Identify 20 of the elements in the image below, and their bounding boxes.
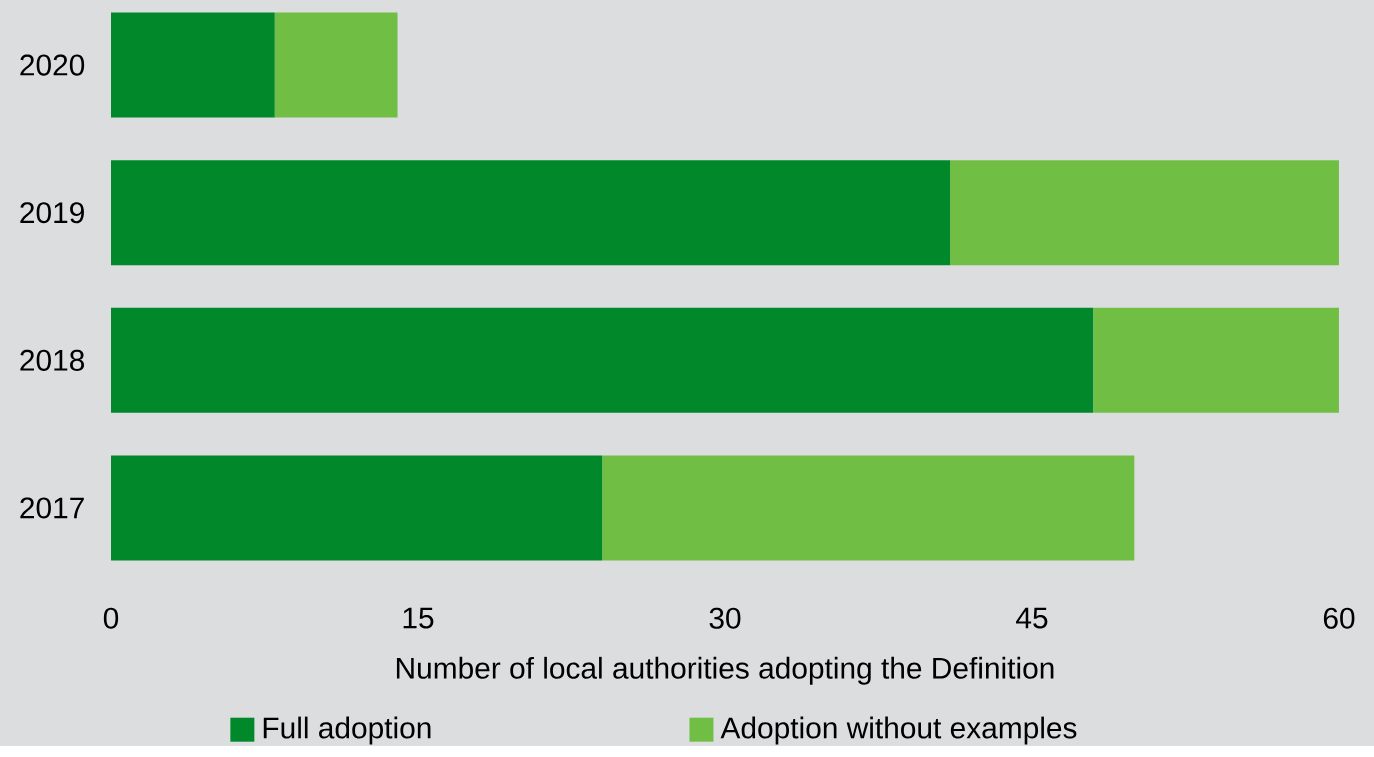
- y-tick-label: 2020: [20, 54, 85, 76]
- legend-label: Adoption without examples: [720, 716, 1077, 745]
- x-tick-label: 60: [1323, 607, 1355, 629]
- bar: [602, 455, 1135, 561]
- bar: [111, 160, 951, 266]
- bar: [111, 12, 275, 118]
- x-tick-label: 15: [403, 607, 434, 629]
- bar: [274, 12, 398, 118]
- y-tick-label: 2019: [20, 202, 84, 224]
- bar: [1093, 307, 1339, 413]
- x-tick-label: 30: [709, 607, 741, 629]
- bar: [111, 307, 1094, 413]
- bar: [950, 160, 1339, 266]
- x-tick-label: 45: [1016, 607, 1048, 629]
- x-tick-label: 0: [103, 607, 119, 629]
- y-tick-label: 2017: [20, 497, 84, 519]
- bar: [111, 455, 603, 561]
- y-tick-label: 2018: [20, 349, 85, 371]
- x-axis-title: Number of local authorities adopting the Definition: [396, 656, 1054, 685]
- legend-label: Full adoption: [263, 716, 431, 745]
